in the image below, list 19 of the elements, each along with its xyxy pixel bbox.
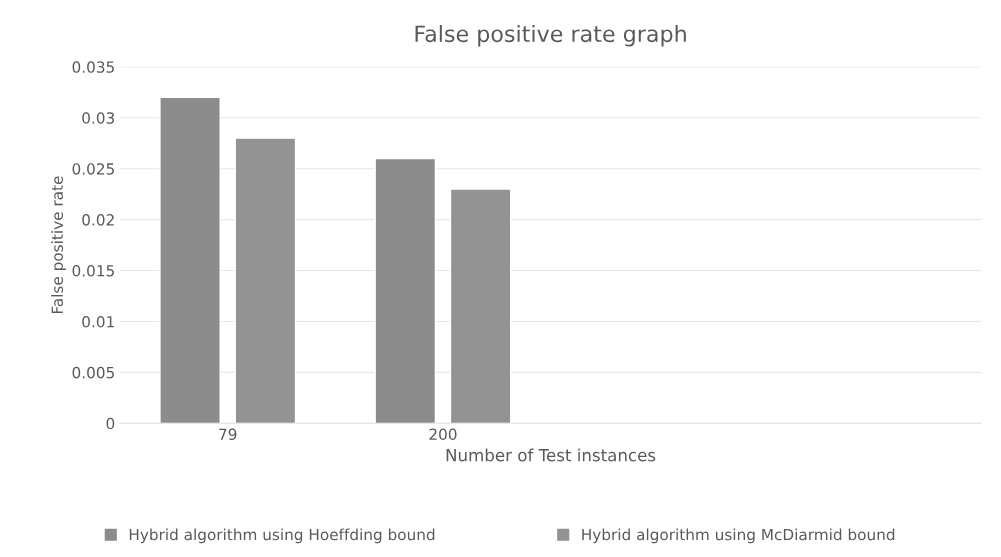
y-tick-label: 0.035: [72, 61, 114, 73]
bar: [234, 137, 297, 424]
y-tick-label: 0.03: [82, 112, 115, 124]
bar: [449, 188, 512, 424]
y-tick-label: 0.015: [72, 265, 114, 277]
chart-title: False positive rate graph: [415, 24, 686, 47]
y-axis-title: False positive rate: [51, 176, 66, 314]
legend-label: Hybrid algorithm using McDiarmid bound: [582, 528, 895, 544]
y-tick-label: 0: [106, 417, 115, 430]
bar: [159, 96, 221, 424]
x-axis-title: Number of Test instances: [446, 448, 656, 462]
y-tick-label: 0.01: [82, 315, 114, 328]
x-tick-label: 200: [429, 428, 457, 441]
bar: [374, 157, 437, 424]
legend-label: Hybrid algorithm using Hoeffding bound: [129, 528, 435, 544]
y-tick-label: 0.025: [72, 163, 114, 175]
x-tick-label: 79: [219, 428, 237, 441]
y-tick-label: 0.005: [72, 366, 114, 379]
y-tick-label: 0.02: [82, 214, 114, 226]
